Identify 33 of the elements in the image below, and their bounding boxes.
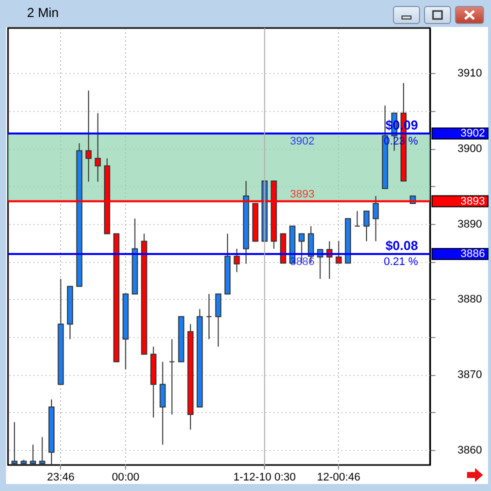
candlestick [215, 293, 222, 348]
candlestick [94, 112, 101, 182]
ref-line-label: 3902 [290, 135, 314, 148]
chart-title: 2 Min [27, 5, 59, 20]
candlestick [363, 210, 370, 242]
y-tick-label: 3870 [458, 369, 482, 382]
annotation: 0.21 % [384, 256, 418, 268]
x-tick-label: 23:46 [46, 472, 75, 484]
y-tick-label: 3900 [458, 143, 482, 156]
y-tick-label: 3880 [458, 294, 482, 306]
candlestick [30, 444, 36, 466]
candlestick [336, 240, 342, 264]
candlestick [160, 361, 166, 446]
ref-line-label: 3893 [290, 188, 314, 200]
x-tick-label: 1-12-10 0:30 [233, 472, 296, 484]
x-tick-label: 00:00 [112, 472, 140, 484]
candlestick [39, 436, 46, 466]
x-tick-label: 12-00:46 [316, 472, 360, 484]
text: 3893 [460, 195, 485, 208]
annotation: $0.08 [385, 238, 418, 254]
candlestick [168, 338, 175, 416]
candlestick [86, 90, 92, 182]
candlestick [354, 210, 360, 227]
y-tick-label: 3910 [458, 68, 482, 80]
y-tick-label: 3860 [458, 444, 482, 456]
ref-line-label: 3886 [290, 256, 314, 268]
candlestick [206, 293, 212, 340]
text: 3902 [460, 127, 485, 140]
y-tick-label: 3890 [458, 218, 482, 230]
candlestick [234, 248, 240, 273]
candlestick [372, 196, 379, 242]
text: 3886 [460, 248, 485, 260]
candlestick [11, 422, 18, 466]
